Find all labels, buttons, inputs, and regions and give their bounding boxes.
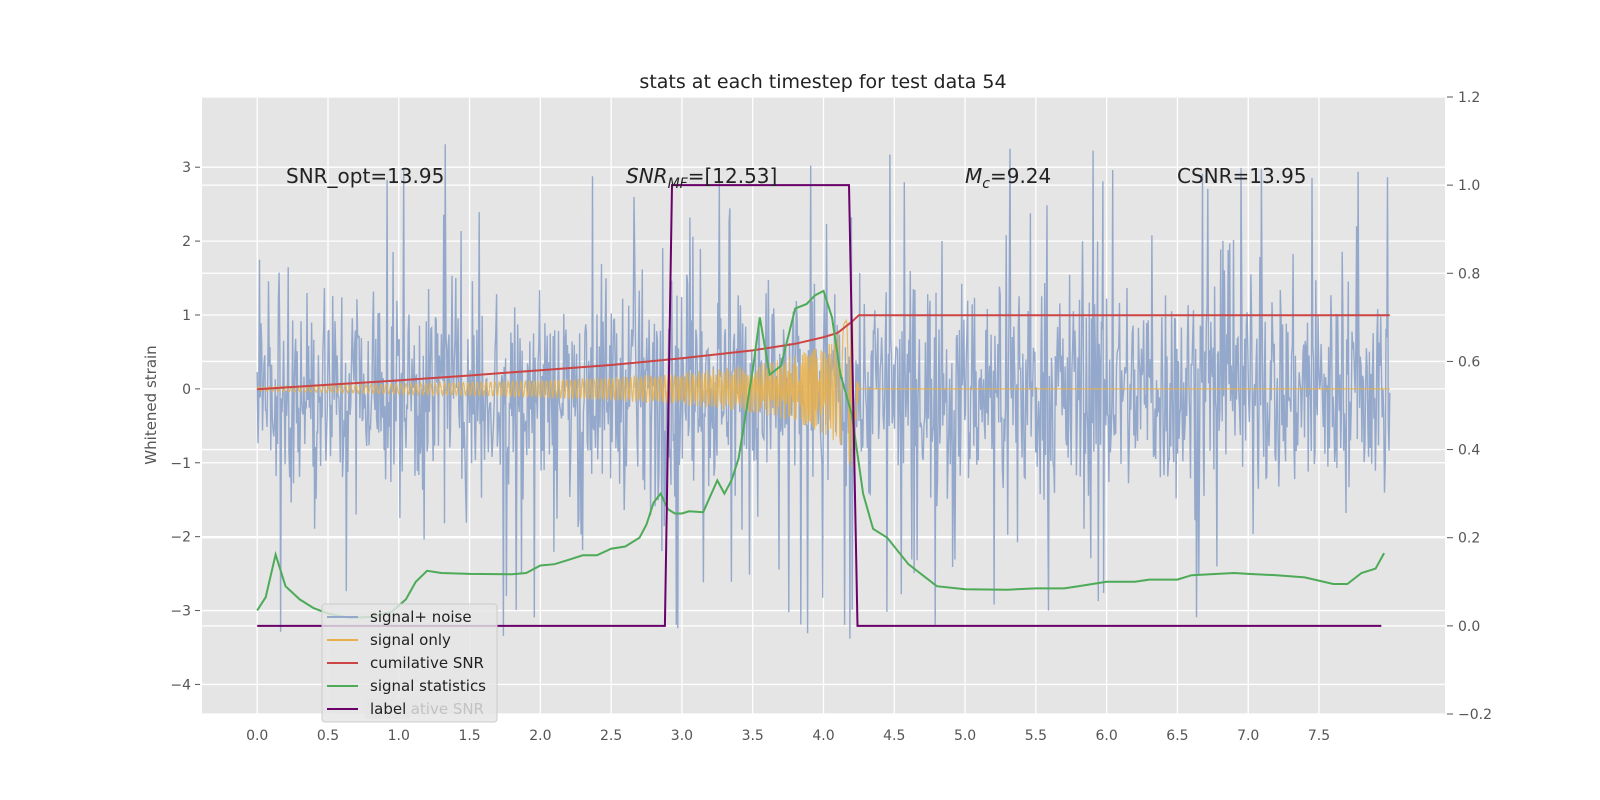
y2-tick-label: −0.2 (1458, 707, 1492, 723)
legend-label-cumulative-snr: cumilative SNR (370, 654, 484, 672)
y2-tick-label: 1.0 (1458, 178, 1480, 194)
y-tick-label: 1 (182, 308, 191, 324)
annotation-mc-symbol: M (965, 164, 982, 188)
y-tick-label: −2 (170, 530, 191, 546)
x-tick-label: 3.5 (742, 728, 764, 744)
y-tick-label: −4 (170, 677, 191, 693)
y-tick-label: −3 (170, 604, 191, 620)
y2-tick-label: 0.0 (1458, 619, 1480, 635)
annotation-snr-mf-symbol: SNR (626, 164, 668, 188)
x-tick-label: 5.5 (1025, 728, 1047, 744)
legend-label-signal-only: signal only (370, 631, 451, 649)
legend-label-signal-noise: signal+ noise (370, 608, 472, 626)
y2-tick-label: 0.2 (1458, 531, 1480, 547)
legend: signal+ noise signal only cumilative SNR… (322, 604, 497, 722)
x-tick-label: 6.5 (1166, 728, 1188, 744)
annotation-mc-value: =9.24 (990, 164, 1051, 188)
y2-tick-label: 0.8 (1458, 266, 1480, 282)
x-tick-label: 7.0 (1237, 728, 1259, 744)
x-tick-label: 1.5 (458, 728, 480, 744)
x-tick-label: 0.0 (246, 728, 268, 744)
x-tick-label: 6.0 (1096, 728, 1118, 744)
annotation-snr-mf-subscript: MF (668, 176, 689, 192)
x-tick-label: 7.5 (1308, 728, 1330, 744)
x-tick-label: 5.0 (954, 728, 976, 744)
x-tick-label: 4.0 (812, 728, 834, 744)
x-tick-label: 2.5 (600, 728, 622, 744)
x-tick-label: 2.0 (529, 728, 551, 744)
annotation-chirp-mass: Mc=9.24 (965, 164, 1051, 192)
chart-title: stats at each timestep for test data 54 (639, 71, 1006, 93)
annotation-csnr: CSNR=13.95 (1177, 164, 1307, 188)
annotation-snr-opt: SNR_opt=13.95 (286, 164, 444, 188)
legend-label-signal-statistics: signal statistics (370, 677, 486, 695)
y-tick-label: 2 (182, 234, 191, 250)
chart: 0.0 0.5 1.0 1.5 2.0 2.5 3.0 3.5 4.0 4.5 5.0 5.5 6.0 6… (0, 0, 1600, 800)
y2-tick-label: 0.6 (1458, 354, 1480, 370)
x-tick-label: 4.5 (883, 728, 905, 744)
x-tick-label: 3.0 (671, 728, 693, 744)
y2-tick-label: 0.4 (1458, 443, 1480, 459)
y2-tick-label: 1.2 (1458, 90, 1480, 106)
y-tick-label: 0 (182, 382, 191, 398)
x-tick-label: 1.0 (388, 728, 410, 744)
annotation-snr-mf-value: =[12.53] (688, 164, 778, 188)
x-tick-label: 0.5 (317, 728, 339, 744)
y-tick-label: 3 (182, 160, 191, 176)
legend-label-label: label (370, 700, 406, 718)
y-tick-label: −1 (170, 456, 191, 472)
annotation-snr-mf: SNRMF=[12.53] (626, 164, 777, 192)
y-axis-label: Whitened strain (142, 345, 160, 464)
